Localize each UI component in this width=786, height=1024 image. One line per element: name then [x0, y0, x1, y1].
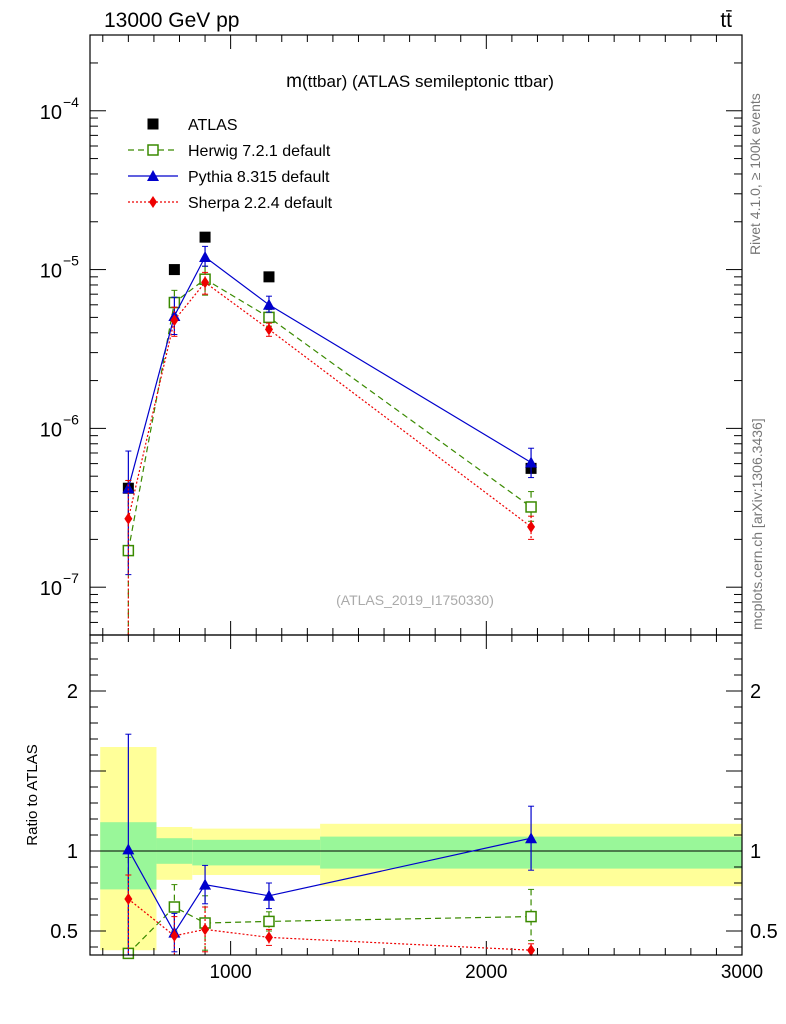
energy-label: 13000 GeV pp: [104, 9, 239, 32]
data-point-diamond: [264, 323, 273, 336]
data-point-diamond: [201, 923, 210, 936]
data-point-triangle: [199, 251, 212, 263]
analysis-watermark: (ATLAS_2019_I1750330): [336, 592, 494, 608]
data-point-diamond: [527, 944, 536, 957]
y-tick-label: 10: [40, 419, 62, 441]
y-tick-label: 10: [40, 578, 62, 600]
ratio-uncertainty-bands: [90, 747, 742, 951]
plot-title: m(ttbar) (ATLAS semileptonic ttbar): [286, 71, 554, 92]
data-point-diamond: [149, 196, 157, 208]
data-point-square: [168, 264, 180, 276]
y-tick-exponent: −6: [63, 411, 79, 427]
rivet-version-label: Rivet 4.1.0, ≥ 100k events: [747, 93, 763, 255]
data-point-triangle: [525, 832, 538, 844]
x-tick-label: 3000: [721, 962, 763, 983]
x-tick-label: 2000: [465, 962, 507, 983]
main-axis-ticks: 10−410−510−610−7: [40, 35, 743, 636]
y-tick-label: 1: [67, 841, 78, 863]
process-label: tt̄: [720, 9, 732, 32]
series-line: [127, 281, 532, 528]
legend-label: ATLAS: [188, 117, 238, 134]
ratio-plot-frame: [89, 634, 743, 956]
data-point-open-square: [525, 501, 537, 513]
ratio-data-marks: [122, 733, 538, 960]
plot-title-m: m: [286, 71, 302, 92]
legend-label: Sherpa 2.2.4 default: [188, 195, 333, 212]
data-point-diamond: [170, 929, 179, 942]
y-tick-label: 0.5: [750, 921, 778, 943]
data-point-triangle: [147, 170, 159, 181]
data-point-open-square: [263, 915, 275, 928]
data-point-diamond: [201, 276, 210, 289]
series-line: [127, 278, 532, 551]
data-point-open-square: [168, 901, 181, 913]
y-tick-label: 10: [40, 261, 62, 283]
y-tick-label: 0.5: [50, 921, 78, 943]
y-tick-label: 1: [750, 841, 761, 863]
plot-title-rest: (ttbar) (ATLAS semileptonic ttbar): [302, 72, 554, 91]
data-point-diamond: [124, 893, 133, 905]
legend: ATLAS Herwig 7.2.1 default Pythia 8.315 de…: [128, 117, 333, 212]
data-point-triangle: [122, 482, 135, 494]
series-line: [127, 898, 532, 951]
ratio-ylabel: Ratio to ATLAS: [24, 744, 41, 845]
data-point-triangle: [199, 878, 212, 890]
y-tick-label: 10: [40, 102, 62, 124]
data-point-triangle: [525, 456, 538, 468]
main-data-marks: [122, 231, 538, 635]
data-point-open-square: [263, 311, 275, 324]
data-point-square: [147, 118, 159, 130]
data-point-diamond: [264, 931, 273, 944]
data-point-open-square: [147, 144, 159, 156]
ratio-axis-ticks: 1000 2000 3000 0.5 0.5 1 1 2 2: [50, 635, 778, 983]
legend-label: Herwig 7.2.1 default: [188, 143, 331, 160]
data-point-diamond: [527, 520, 536, 533]
y-tick-exponent: −4: [63, 94, 79, 110]
data-point-diamond: [170, 314, 179, 327]
y-tick-label: 2: [750, 681, 761, 703]
ratio-inner-band: [192, 839, 321, 866]
y-tick-exponent: −5: [63, 253, 79, 269]
mcplots-label: mcplots.cern.ch [arXiv:1306.3436]: [749, 418, 765, 630]
data-point-square: [199, 231, 211, 243]
data-point-triangle: [262, 298, 275, 310]
y-tick-label: 2: [67, 681, 78, 703]
data-point-square: [263, 271, 275, 283]
data-point-triangle: [262, 889, 275, 901]
series-line: [127, 906, 532, 954]
legend-label: Pythia 8.315 default: [188, 169, 330, 186]
x-tick-label: 1000: [209, 962, 251, 983]
y-tick-exponent: −7: [63, 570, 79, 586]
data-point-triangle: [122, 843, 135, 855]
data-point-open-square: [525, 910, 537, 923]
data-point-diamond: [124, 512, 133, 525]
